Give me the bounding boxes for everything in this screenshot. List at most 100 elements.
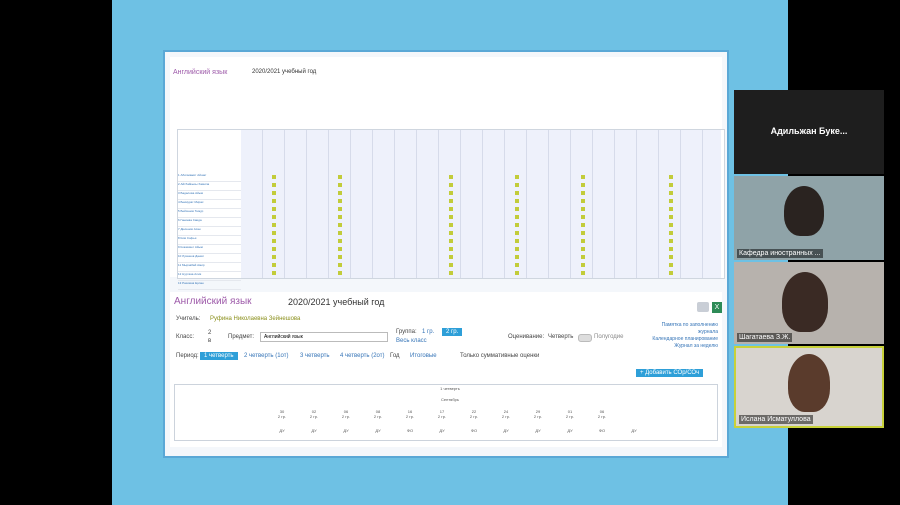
grade-mark[interactable] [449,223,453,227]
grade-mark[interactable] [581,247,585,251]
grade-mark[interactable] [338,271,342,275]
grade-mark[interactable] [669,207,673,211]
column-type[interactable]: ДУ [631,428,637,433]
grade-mark[interactable] [515,271,519,275]
period-2[interactable]: 2 четверть (1от) [244,353,289,359]
grade-mark[interactable] [272,271,276,275]
student-row[interactable]: 3 Бадалова Айым [178,191,241,200]
grade-mark[interactable] [515,215,519,219]
grade-mark[interactable] [338,239,342,243]
participant-tile-4[interactable]: Ислана Исматуллова [734,346,884,428]
period-4[interactable]: 4 четверть (2от) [340,353,385,359]
grade-mark[interactable] [669,239,673,243]
column-type[interactable]: ДУ [503,428,509,433]
student-row[interactable]: 7 Дюсенов Асан [178,227,241,236]
group-1-option[interactable]: 1 гр. [422,329,435,335]
grade-mark[interactable] [581,271,585,275]
column-type[interactable]: ДУ [279,428,285,433]
participant-tile-2[interactable]: Кафедра иностранных ... [734,176,884,260]
link-week[interactable]: Журнал за неделю [674,343,718,349]
student-row[interactable]: 12 Нуртаза Алия [178,272,241,281]
column-type[interactable]: ДУ [343,428,349,433]
grade-mark[interactable] [272,263,276,267]
grade-mark[interactable] [581,175,585,179]
column-type[interactable]: ДУ [439,428,445,433]
column-type[interactable]: ДУ [567,428,573,433]
grade-mark[interactable] [449,263,453,267]
grade-mark[interactable] [581,255,585,259]
grade-mark[interactable] [581,183,585,187]
excel-icon[interactable]: X [712,302,722,313]
grade-mark[interactable] [449,183,453,187]
grade-mark[interactable] [581,231,585,235]
grade-mark[interactable] [515,223,519,227]
grade-mark[interactable] [338,175,342,179]
student-row[interactable]: 8 Ким Софья [178,236,241,245]
grade-mark[interactable] [669,223,673,227]
grade-mark[interactable] [338,191,342,195]
grade-mark[interactable] [338,247,342,251]
student-row[interactable]: 10 Лукашов Данил [178,254,241,263]
grade-mark[interactable] [669,271,673,275]
student-row[interactable]: 13 Рахимов Ерлан [178,281,241,290]
participant-tile-3[interactable]: Шагатаева З.Ж. [734,262,884,344]
group-2-option[interactable]: 2 гр. [442,328,463,336]
grade-mark[interactable] [272,239,276,243]
grade-mark[interactable] [515,247,519,251]
grade-mark[interactable] [669,263,673,267]
student-row[interactable]: 11 Мырзабай Амир [178,263,241,272]
student-row[interactable]: 9 Кожахмет Айым [178,245,241,254]
grade-mark[interactable] [272,215,276,219]
grade-mark[interactable] [515,199,519,203]
column-type[interactable]: ДУ [311,428,317,433]
grade-mark[interactable] [669,175,673,179]
grade-mark[interactable] [272,191,276,195]
grade-mark[interactable] [449,247,453,251]
grade-mark[interactable] [449,231,453,235]
grade-mark[interactable] [581,223,585,227]
grade-mark[interactable] [581,263,585,267]
class-value[interactable]: 2 [208,330,212,336]
grade-mark[interactable] [669,247,673,251]
grade-mark[interactable] [338,199,342,203]
grade-mark[interactable] [338,183,342,187]
grade-mark[interactable] [581,207,585,211]
grade-mark[interactable] [515,255,519,259]
grade-mark[interactable] [449,207,453,211]
grade-mark[interactable] [669,255,673,259]
student-row[interactable]: 5 Бейсенов Темур [178,209,241,218]
participant-tile-1[interactable]: Адильжан Буке... [734,90,884,174]
grade-mark[interactable] [272,175,276,179]
grade-mark[interactable] [515,263,519,267]
class-letter[interactable]: в [208,338,212,344]
student-row[interactable]: 2 Айтбайкызы Хамила [178,182,241,191]
grade-mark[interactable] [272,255,276,259]
grade-mark[interactable] [669,191,673,195]
grade-mark[interactable] [338,255,342,259]
grade-mark[interactable] [515,191,519,195]
grade-mark[interactable] [449,271,453,275]
whole-class-link[interactable]: Весь класс [396,338,427,344]
grade-mark[interactable] [338,207,342,211]
add-assessment-button[interactable]: + Добавить СОр/СОч [636,369,704,377]
grade-mark[interactable] [449,199,453,203]
link-memo[interactable]: Памятка по заполнению [661,322,718,328]
subject-select[interactable]: Английский язык [260,332,388,342]
summative-only-checkbox[interactable]: Только суммативные оценки [460,353,540,359]
student-row[interactable]: 4 Бекмурат Мирас [178,200,241,209]
grade-mark[interactable] [272,231,276,235]
grade-mark[interactable] [449,239,453,243]
link-journal[interactable]: журнала [698,329,718,335]
grade-mark[interactable] [272,247,276,251]
grade-mark[interactable] [449,255,453,259]
grade-mark[interactable] [449,175,453,179]
grade-mark[interactable] [272,223,276,227]
grade-mark[interactable] [272,207,276,211]
grade-mark[interactable] [338,263,342,267]
period-year[interactable]: Год [390,353,400,359]
column-type[interactable]: ФО [470,428,478,433]
period-3[interactable]: 3 четверть [300,353,330,359]
column-type[interactable]: ФО [406,428,414,433]
grade-mark[interactable] [669,183,673,187]
grade-mark[interactable] [581,199,585,203]
